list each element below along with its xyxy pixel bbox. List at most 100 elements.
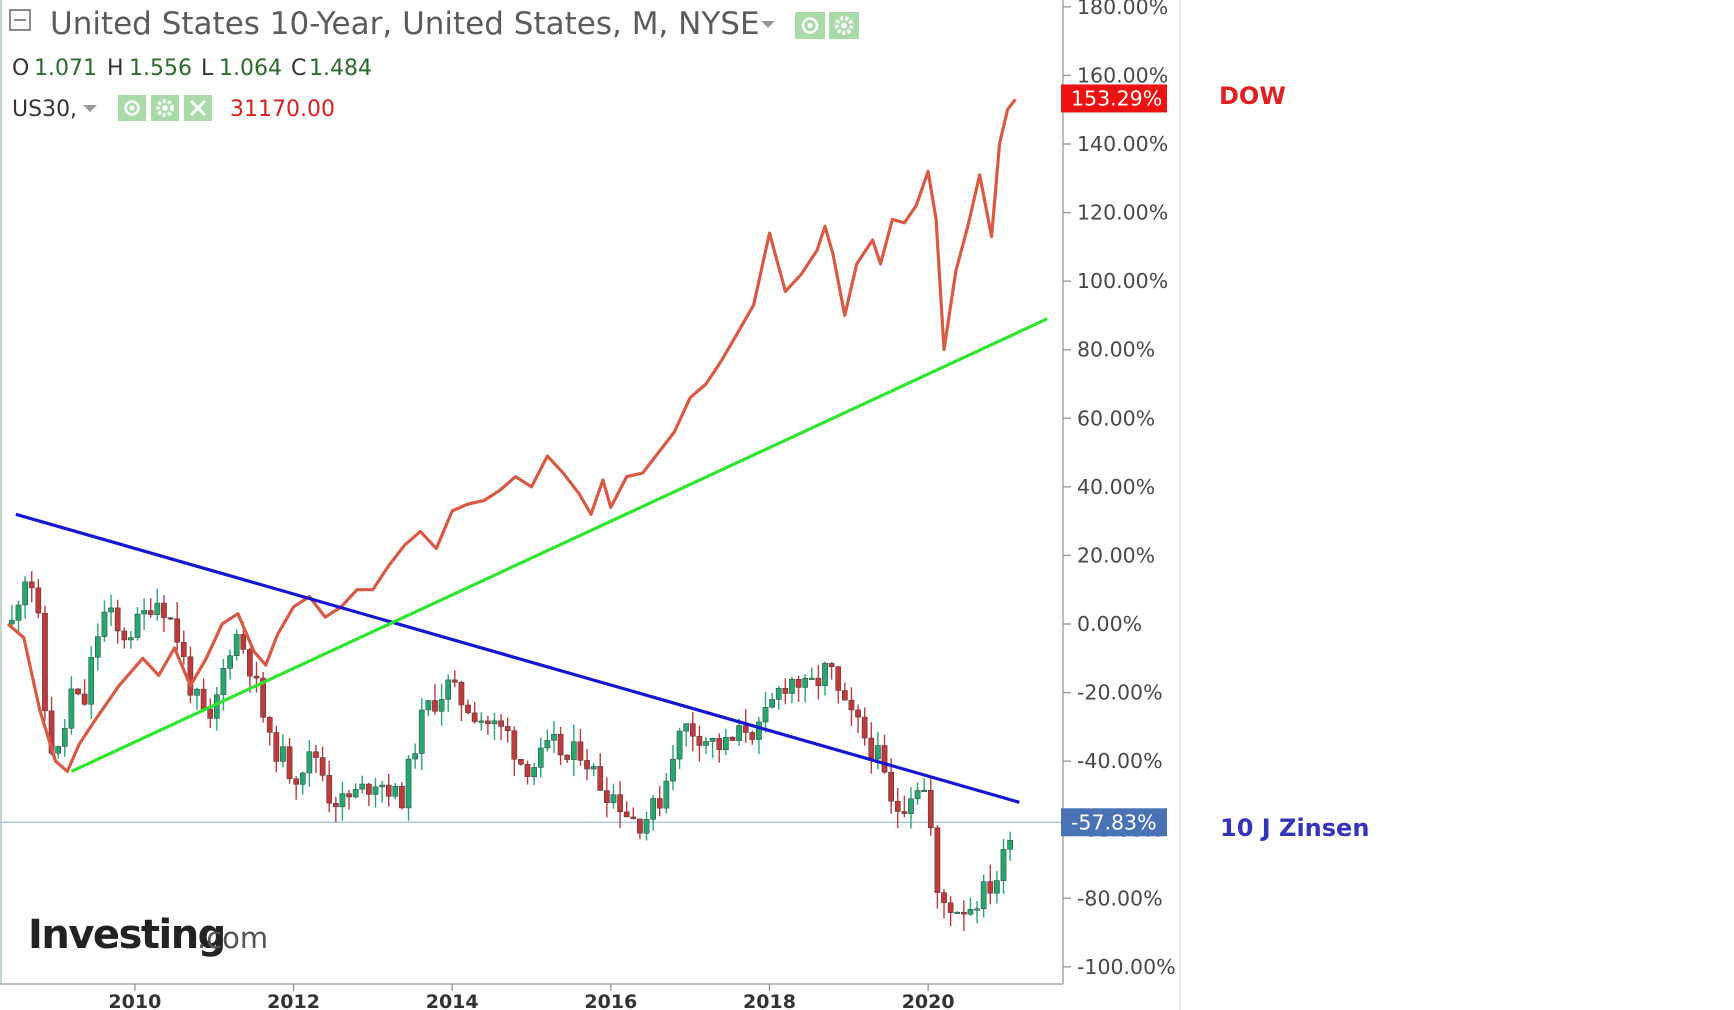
chart-header: United States 10-Year, United States, M,…: [9, 6, 859, 122]
candle-down: [841, 690, 848, 701]
candle-down: [584, 760, 590, 770]
candle-down: [399, 785, 405, 809]
candle-up: [22, 581, 28, 606]
candle-up: [68, 688, 75, 729]
ohlc-open-value: 1.071: [34, 56, 97, 81]
candle-up: [392, 785, 399, 797]
ohlc-open-key: O: [12, 56, 29, 81]
candle-down: [471, 712, 478, 722]
dow-line: [6, 98, 1017, 774]
candle-up: [980, 881, 987, 909]
overlay-settings-button[interactable]: [151, 95, 179, 121]
candle-up: [676, 730, 683, 760]
candle-up: [94, 636, 101, 658]
candle-down: [332, 803, 339, 808]
candle-down: [881, 745, 888, 773]
candle-down: [260, 677, 266, 718]
overlay-visibility-button[interactable]: [118, 95, 146, 121]
candle-down: [835, 666, 842, 691]
candle-down: [207, 708, 214, 719]
candle-down: [927, 789, 934, 829]
y-tick-label: 80.00%: [1077, 338, 1155, 362]
candle-up: [570, 741, 577, 760]
candle-down: [637, 818, 643, 834]
candle-up: [537, 747, 544, 768]
candle-down: [81, 693, 88, 705]
candle-down: [518, 759, 524, 765]
candle-up: [280, 746, 286, 762]
title-visibility-button[interactable]: [795, 12, 825, 39]
candle-down: [432, 700, 438, 712]
candle-down: [75, 688, 81, 695]
candle-up: [921, 789, 928, 792]
candle-down: [180, 642, 187, 657]
overlay-remove-button[interactable]: [184, 95, 212, 121]
ohlc-low-key: L: [201, 56, 214, 81]
dow-last-badge: [1061, 84, 1167, 113]
candle-down: [346, 793, 352, 798]
candle-up: [359, 783, 366, 790]
candle-down: [617, 794, 623, 813]
candle-down: [266, 717, 273, 733]
title-dropdown-caret-icon[interactable]: [761, 21, 775, 28]
candle-down: [987, 881, 994, 894]
title-settings-button[interactable]: [829, 12, 859, 39]
candle-up: [61, 728, 68, 747]
candle-down: [795, 679, 802, 688]
candle-up: [299, 772, 306, 785]
overlay-dropdown-caret-icon[interactable]: [83, 105, 97, 112]
candle-up: [967, 909, 974, 915]
candle-up: [663, 780, 670, 809]
candle-up: [55, 746, 62, 754]
candle-down: [557, 733, 564, 756]
candle-down: [187, 656, 194, 696]
candle-down: [815, 677, 822, 686]
candle-down: [960, 911, 967, 915]
candle-down: [894, 800, 901, 812]
candle-down: [564, 754, 571, 760]
trendline-blue-resistance[interactable]: [15, 512, 1020, 804]
candle-down: [696, 735, 703, 746]
ohlc-row: O 1.071 H 1.556 L 1.064 C 1.484: [12, 56, 372, 81]
trendline-green-support[interactable]: [70, 317, 1048, 773]
candle-up: [769, 699, 775, 708]
candle-up: [154, 602, 161, 615]
gear-icon: [156, 99, 174, 117]
logo-suffix: .com: [197, 921, 268, 955]
candle-up: [352, 788, 359, 798]
candle-down: [604, 790, 610, 803]
candle-down: [485, 720, 491, 725]
candle-down: [782, 687, 789, 694]
candle-down: [524, 763, 531, 777]
price-badges: 153.29% -57.83%: [1061, 84, 1167, 837]
candle-down: [901, 811, 908, 814]
candle-up: [412, 753, 419, 760]
y-tick-label: -80.00%: [1077, 886, 1163, 910]
y-tick-label: 160.00%: [1077, 63, 1168, 87]
candle-up: [425, 700, 432, 711]
y-axis: 180.00% 160.00% 140.00% 120.00% 100.00% 80.00…: [1063, 0, 1176, 979]
ohlc-low-value: 1.064: [219, 56, 282, 81]
candle-up: [908, 798, 914, 814]
y-tick-label: -100.00%: [1077, 955, 1176, 979]
candle-up: [822, 663, 828, 686]
candle-down: [174, 618, 181, 643]
ohlc-close-value: 1.484: [309, 56, 372, 81]
candle-down: [577, 741, 584, 761]
candle-down: [934, 827, 941, 893]
candle-down: [861, 716, 868, 739]
rate-last-badge-label: -57.83%: [1071, 810, 1157, 834]
candle-up: [775, 687, 782, 700]
candle-up: [875, 745, 881, 760]
candle-down: [293, 778, 300, 785]
zinsen-annotation: 10 J Zinsen: [1220, 814, 1369, 842]
dow-annotation: DOW: [1219, 82, 1286, 110]
candle-up: [709, 737, 716, 742]
y-tick-label: 180.00%: [1077, 0, 1168, 19]
candle-up: [994, 880, 1000, 894]
candle-up: [88, 657, 95, 705]
overlay-value: 31170.00: [230, 97, 335, 122]
candle-up: [128, 637, 134, 641]
candle-down: [689, 723, 696, 737]
y-tick-label: 100.00%: [1077, 269, 1168, 293]
